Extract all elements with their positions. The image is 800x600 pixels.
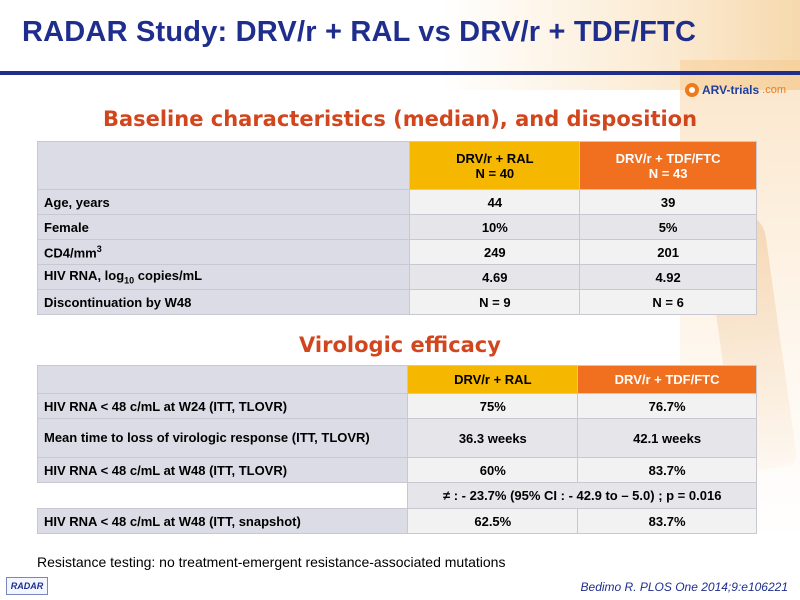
header-tdf-cell: DRV/r + TDF/FTC N = 43 — [579, 141, 757, 190]
row-label-main: CD4/mm — [44, 245, 97, 261]
brand-logo: ARV-trials .com — [685, 79, 786, 101]
row-label: Female — [36, 214, 411, 240]
table-row: HIV RNA < 48 c/mL at W24 (ITT, TLOVR) 75… — [36, 393, 757, 419]
row-value-ral: 60% — [407, 457, 579, 483]
row-label: HIV RNA, log10 copies/mL — [36, 264, 411, 290]
header-tdf-cell: DRV/r + TDF/FTC — [577, 365, 757, 394]
row-label: Discontinuation by W48 — [36, 289, 411, 315]
citation: Bedimo R. PLOS One 2014;9:e106221 — [580, 580, 788, 594]
row-value-tdf: 4.92 — [579, 264, 757, 290]
row-label: HIV RNA < 48 c/mL at W24 (ITT, TLOVR) — [36, 393, 409, 419]
brand-suffix: .com — [762, 84, 786, 96]
radar-logo: RADAR — [6, 577, 48, 595]
difference-cell: ≠ : - 23.7% (95% CI : - 42.9 to – 5.0) ;… — [407, 482, 757, 509]
table-header-row: DRV/r + RAL DRV/r + TDF/FTC — [36, 365, 757, 394]
header-blank-cell — [36, 141, 411, 190]
row-value-tdf: 39 — [579, 189, 757, 215]
row-value-tdf: 42.1 weeks — [577, 418, 757, 458]
table-row: Mean time to loss of virologic response … — [36, 418, 757, 458]
table-row: Age, years 44 39 — [36, 189, 757, 215]
row-value-ral: 75% — [407, 393, 579, 419]
efficacy-table: DRV/r + RAL DRV/r + TDF/FTC HIV RNA < 48… — [36, 365, 757, 534]
table-row: HIV RNA < 48 c/mL at W48 (ITT, TLOVR) 60… — [36, 457, 757, 483]
header-ral-cell: DRV/r + RAL N = 40 — [409, 141, 581, 190]
header-ral-name: DRV/r + RAL — [456, 150, 534, 166]
header-tdf-n: N = 43 — [648, 165, 688, 181]
row-value-tdf: 83.7% — [577, 457, 757, 483]
title-divider — [0, 71, 800, 75]
table-row: HIV RNA, log10 copies/mL 4.69 4.92 — [36, 264, 757, 290]
row-label-sup: 3 — [96, 243, 102, 254]
row-value-ral: 44 — [409, 189, 581, 215]
footnote: Resistance testing: no treatment-emergen… — [37, 554, 506, 570]
row-value-tdf: 201 — [579, 239, 757, 265]
header-blank-cell — [36, 365, 409, 394]
row-value-ral: N = 9 — [409, 289, 581, 315]
row-value-tdf: 76.7% — [577, 393, 757, 419]
row-label: HIV RNA < 48 c/mL at W48 (ITT, TLOVR) — [36, 457, 409, 483]
row-value-ral: 36.3 weeks — [407, 418, 579, 458]
brand-dot-icon — [685, 83, 700, 97]
row-label-sub: 10 — [124, 275, 135, 286]
row-label: HIV RNA < 48 c/mL at W48 (ITT, snapshot) — [36, 508, 409, 534]
row-value-ral: 62.5% — [407, 508, 579, 534]
slide-title: RADAR Study: DRV/r + RAL vs DRV/r + TDF/… — [22, 16, 697, 48]
background-gradient — [0, 0, 800, 90]
row-value-tdf: 5% — [579, 214, 757, 240]
table-header-row: DRV/r + RAL N = 40 DRV/r + TDF/FTC N = 4… — [36, 141, 757, 190]
row-label-empty — [36, 482, 409, 509]
row-value-ral: 10% — [409, 214, 581, 240]
efficacy-section-title: Virologic efficacy — [299, 333, 501, 357]
table-row: HIV RNA < 48 c/mL at W48 (ITT, snapshot)… — [36, 508, 757, 534]
table-row: Discontinuation by W48 N = 9 N = 6 — [36, 289, 757, 315]
header-tdf-name: DRV/r + TDF/FTC — [615, 150, 721, 166]
row-label-pre: HIV RNA, log — [44, 268, 125, 284]
row-label: Age, years — [36, 189, 411, 215]
header-ral-cell: DRV/r + RAL — [407, 365, 579, 394]
header-ral-n: N = 40 — [475, 165, 515, 181]
table-row: Female 10% 5% — [36, 214, 757, 240]
table-row: ≠ : - 23.7% (95% CI : - 42.9 to – 5.0) ;… — [36, 482, 757, 509]
baseline-section-title: Baseline characteristics (median), and d… — [102, 107, 698, 131]
brand-name: ARV-trials — [702, 83, 760, 97]
row-value-ral: 249 — [409, 239, 581, 265]
row-label: Mean time to loss of virologic response … — [36, 418, 409, 458]
row-value-ral: 4.69 — [409, 264, 581, 290]
baseline-table: DRV/r + RAL N = 40 DRV/r + TDF/FTC N = 4… — [36, 141, 757, 315]
row-label: CD4/mm3 — [36, 239, 411, 265]
row-label-post: copies/mL — [134, 268, 203, 284]
table-row: CD4/mm3 249 201 — [36, 239, 757, 265]
row-value-tdf: 83.7% — [577, 508, 757, 534]
row-value-tdf: N = 6 — [579, 289, 757, 315]
